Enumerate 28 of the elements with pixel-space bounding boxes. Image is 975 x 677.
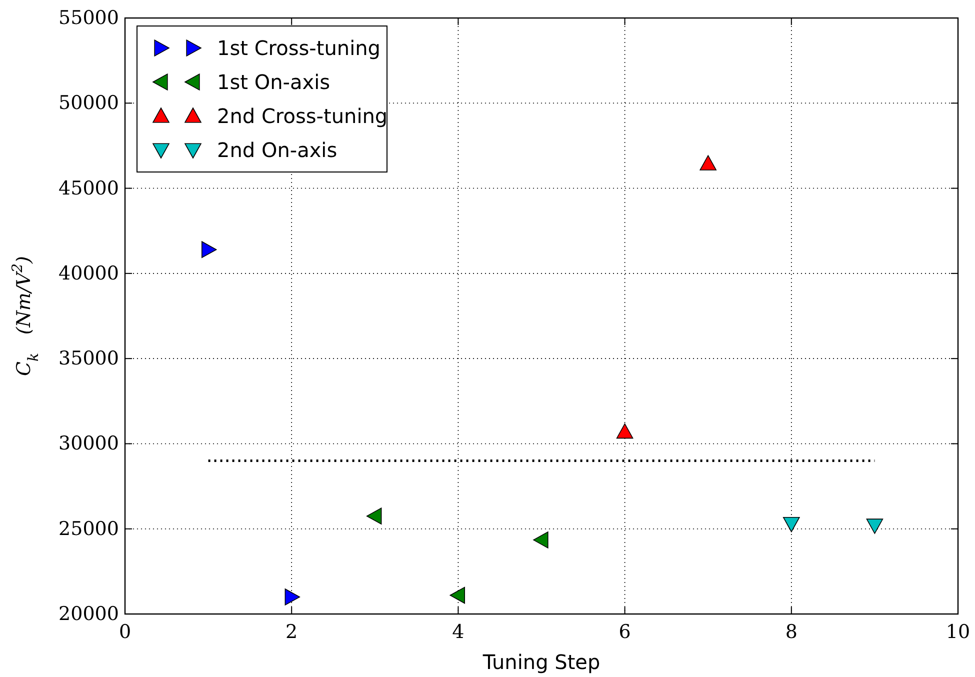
point: [866, 518, 884, 534]
legend-label: 2nd On-axis: [217, 138, 338, 162]
y-tick-label: 40000: [58, 262, 119, 284]
y-tick-label: 25000: [58, 518, 119, 540]
legend-label: 1st Cross-tuning: [217, 36, 381, 60]
legend-label: 2nd Cross-tuning: [217, 104, 388, 128]
point: [783, 516, 800, 532]
point: [284, 588, 300, 606]
y-tick-label: 45000: [58, 177, 119, 200]
y-tick-label: 35000: [58, 348, 119, 370]
x-tick-label: 6: [618, 621, 631, 643]
point: [616, 423, 634, 439]
legend-label: 1st On-axis: [217, 70, 330, 94]
x-tick-label: 4: [452, 621, 464, 643]
y-tick-label: 20000: [58, 603, 119, 625]
x-tick-label: 10: [946, 621, 970, 643]
x-tick-label: 2: [286, 621, 298, 643]
point: [202, 241, 217, 258]
y-tick-label: 30000: [58, 432, 119, 455]
point: [450, 586, 465, 604]
point: [366, 508, 382, 524]
y-tick-label: 50000: [58, 92, 119, 114]
x-tick-label: 0: [118, 621, 132, 643]
point: [700, 155, 716, 170]
point: [533, 532, 548, 548]
x-tick-label: 8: [785, 621, 798, 643]
x-axis-title: Tuning Step: [482, 650, 600, 674]
y-tick-label: 55000: [58, 7, 119, 29]
